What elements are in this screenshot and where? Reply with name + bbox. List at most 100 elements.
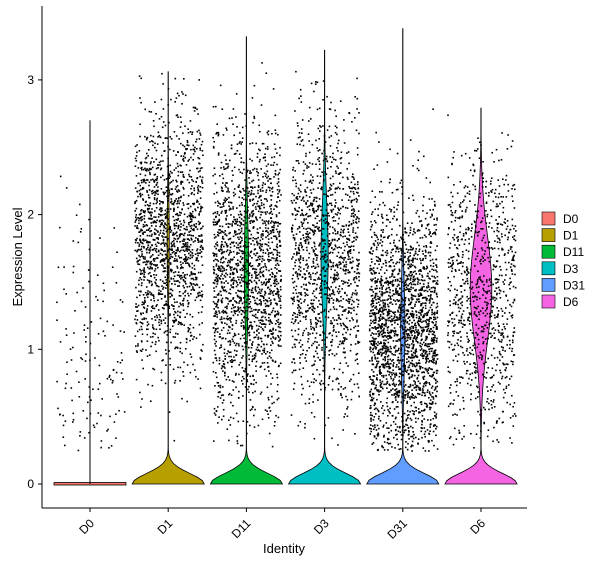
data-point bbox=[221, 206, 223, 208]
data-point bbox=[167, 271, 169, 274]
data-point bbox=[342, 371, 344, 374]
data-point bbox=[263, 294, 266, 296]
data-point bbox=[407, 366, 410, 369]
data-point bbox=[343, 142, 346, 144]
data-point bbox=[328, 300, 330, 303]
data-point bbox=[300, 190, 302, 193]
data-point bbox=[147, 328, 149, 331]
data-point bbox=[277, 133, 279, 136]
data-point bbox=[260, 304, 262, 306]
data-point bbox=[135, 350, 138, 352]
data-point bbox=[188, 294, 190, 297]
data-point bbox=[264, 153, 266, 155]
data-point bbox=[159, 232, 162, 234]
data-point bbox=[318, 292, 321, 295]
data-point bbox=[236, 435, 239, 438]
data-point bbox=[215, 340, 217, 343]
data-point bbox=[336, 165, 338, 168]
data-point bbox=[310, 192, 313, 194]
data-point bbox=[315, 139, 317, 142]
data-point bbox=[251, 405, 254, 408]
data-point bbox=[163, 282, 165, 284]
data-point bbox=[304, 402, 307, 405]
data-point bbox=[298, 225, 301, 228]
data-point bbox=[178, 235, 181, 238]
data-point bbox=[357, 299, 360, 302]
data-point bbox=[250, 346, 253, 349]
data-point bbox=[72, 240, 75, 242]
data-point bbox=[354, 325, 357, 328]
data-point bbox=[216, 301, 219, 303]
data-point bbox=[300, 95, 302, 97]
data-point bbox=[354, 359, 357, 362]
data-point bbox=[344, 356, 346, 359]
data-point bbox=[222, 394, 224, 396]
data-point bbox=[222, 415, 225, 417]
data-point bbox=[327, 316, 330, 319]
data-point bbox=[352, 373, 355, 376]
data-point bbox=[271, 226, 274, 228]
data-point bbox=[181, 246, 183, 249]
data-point bbox=[309, 319, 312, 321]
data-point bbox=[264, 284, 267, 286]
data-point bbox=[88, 431, 90, 434]
data-point bbox=[222, 134, 225, 136]
data-point bbox=[196, 148, 198, 150]
data-point bbox=[138, 75, 141, 77]
data-point bbox=[279, 300, 282, 302]
data-point bbox=[426, 357, 428, 360]
data-point bbox=[307, 222, 309, 224]
data-point bbox=[149, 336, 152, 338]
data-point bbox=[156, 304, 158, 306]
data-point bbox=[313, 329, 316, 331]
data-point bbox=[146, 179, 149, 181]
data-point bbox=[175, 186, 178, 188]
data-point bbox=[95, 295, 97, 298]
data-point bbox=[199, 228, 202, 230]
data-point bbox=[255, 303, 258, 305]
data-point bbox=[148, 149, 150, 151]
data-point bbox=[333, 228, 336, 230]
data-point bbox=[318, 138, 320, 140]
data-point bbox=[166, 214, 168, 217]
data-point bbox=[312, 401, 314, 403]
data-point bbox=[168, 194, 170, 197]
data-point bbox=[343, 416, 345, 418]
data-point bbox=[221, 402, 224, 404]
data-point bbox=[239, 232, 242, 234]
data-point bbox=[316, 319, 319, 322]
data-point bbox=[355, 197, 358, 200]
data-point bbox=[307, 166, 310, 168]
data-point bbox=[161, 214, 163, 216]
data-point bbox=[150, 190, 153, 193]
data-point bbox=[338, 208, 340, 211]
data-point bbox=[225, 311, 227, 314]
data-point bbox=[222, 205, 225, 207]
data-point bbox=[222, 399, 225, 401]
data-point bbox=[180, 195, 182, 198]
data-point bbox=[341, 225, 344, 227]
data-point bbox=[217, 382, 219, 384]
data-point bbox=[345, 308, 347, 311]
data-point bbox=[317, 320, 320, 323]
data-point bbox=[303, 329, 306, 332]
data-point bbox=[157, 293, 160, 296]
data-point bbox=[419, 317, 421, 320]
data-point bbox=[225, 219, 227, 221]
data-point bbox=[306, 167, 308, 169]
data-point bbox=[247, 373, 249, 375]
data-point bbox=[252, 239, 254, 242]
data-point bbox=[252, 198, 255, 200]
data-point bbox=[175, 114, 178, 117]
data-point bbox=[266, 386, 269, 389]
data-point bbox=[238, 344, 240, 347]
data-point bbox=[302, 387, 304, 390]
data-point bbox=[254, 287, 257, 289]
data-point bbox=[169, 164, 171, 167]
data-point bbox=[263, 206, 265, 209]
data-point bbox=[317, 149, 320, 152]
data-point bbox=[149, 291, 151, 293]
data-point bbox=[308, 205, 311, 207]
data-point bbox=[231, 286, 233, 288]
data-point bbox=[244, 307, 246, 309]
